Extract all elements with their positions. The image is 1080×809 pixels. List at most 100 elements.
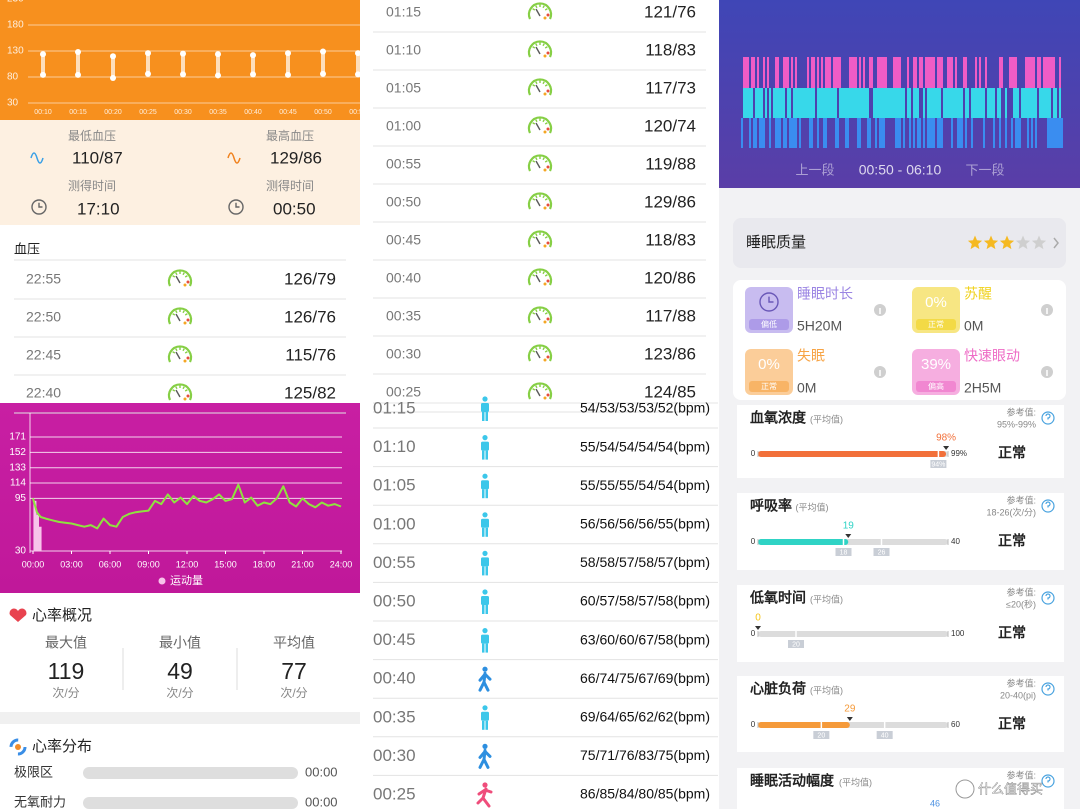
x-tick-label: 00:25 (139, 109, 157, 116)
section-title: 心率分布 (32, 738, 92, 755)
stage-stripe (845, 118, 847, 148)
stage-stripe (1043, 88, 1045, 118)
scale-min: 0 (751, 629, 756, 638)
ref-box (930, 460, 947, 468)
stage-stripe (753, 118, 755, 148)
leg (485, 566, 488, 576)
star (983, 235, 999, 250)
stage-stripe (937, 57, 939, 88)
ref-value: 94% (931, 461, 945, 468)
stage-stripe (1053, 57, 1055, 88)
stage-stripe (1009, 57, 1011, 88)
gauge-tick (532, 236, 536, 239)
head (482, 628, 488, 634)
gauge-needle (175, 351, 181, 360)
gauge-icon (167, 383, 193, 401)
metric-value: 19 (843, 521, 855, 532)
stat-label: 最大值 (45, 635, 87, 651)
stage-stripe (949, 57, 951, 88)
gauge-icon (527, 116, 553, 134)
stage-stripe (817, 118, 819, 148)
stage-stripe (835, 88, 837, 118)
row-time: 01:05 (373, 476, 416, 495)
metric-status: 正常 (998, 716, 1026, 732)
stage-stripe (999, 118, 1001, 148)
y-tick-label: 80 (7, 72, 19, 83)
stage-stripe (825, 88, 827, 118)
row-time: 01:10 (373, 437, 416, 456)
summary-value: 17:10 (77, 199, 120, 218)
help-icon (1041, 591, 1055, 605)
gauge-tick (535, 347, 538, 351)
y-tick-label: 230 (7, 0, 24, 5)
gauge-arc (527, 154, 553, 172)
star (967, 235, 983, 250)
head (482, 589, 488, 595)
row-value: 123/86 (644, 344, 696, 363)
stage-stripe (879, 118, 881, 148)
bp-summary-bg (0, 120, 360, 225)
gauge-arc (527, 344, 553, 362)
gauge-icon (527, 268, 553, 286)
stage-stripe (1025, 88, 1027, 118)
stage-stripe (929, 118, 931, 148)
stage-stripe (957, 118, 959, 148)
metric-status: 正常 (998, 625, 1026, 641)
ref-label: 参考值: (1006, 769, 1036, 780)
gauge-tick (172, 313, 176, 316)
metric-card (737, 676, 1064, 752)
row-time: 22:45 (26, 347, 61, 363)
gauge-icon (527, 344, 553, 362)
stage-stripe (975, 57, 977, 88)
stage-stripe (799, 118, 801, 148)
gauge-dot (546, 203, 550, 207)
stage-stripe (767, 57, 769, 88)
stage-stripe (759, 118, 761, 148)
stage-stripe (925, 57, 927, 88)
row-value: 63/60/60/67/58(bpm) (580, 631, 710, 647)
stage-stripe (751, 57, 753, 88)
stage-stripe (753, 57, 755, 88)
stage-stripe (979, 88, 981, 118)
gauge-dot (546, 51, 550, 55)
stage-stripe (945, 88, 947, 118)
stage-stripe (819, 88, 821, 118)
limbs (476, 787, 493, 808)
activity-icon (476, 782, 493, 808)
stat-strip (749, 381, 789, 392)
section-gap (0, 712, 360, 724)
scale-min: 0 (751, 537, 756, 546)
stage-stripe (865, 88, 867, 118)
stage-stripe (885, 57, 887, 88)
gauge-tick (535, 385, 538, 389)
stage-stripe (997, 88, 999, 118)
stage-stripe (825, 118, 827, 148)
gauge-icon (527, 230, 553, 248)
stat-value: 2H5M (964, 380, 1001, 396)
stage-stripe (775, 118, 777, 148)
stage-stripe (1005, 88, 1007, 118)
stage-stripe (917, 118, 919, 148)
gauge-dot (183, 283, 187, 287)
row-time: 00:55 (386, 156, 421, 172)
stat-unit: 次/分 (166, 686, 193, 700)
stage-stripe (1045, 57, 1047, 88)
gauge-tick (542, 309, 545, 313)
stage-stripe (881, 57, 883, 88)
stage-stripe (809, 88, 811, 118)
high-dot (285, 50, 291, 57)
stage-stripe (833, 57, 835, 88)
stage-stripe (851, 88, 853, 118)
gauge-tick (544, 312, 548, 315)
leg (485, 643, 488, 653)
legend-dot (158, 577, 166, 585)
stage-stripe (961, 88, 963, 118)
stage-stripe (983, 88, 985, 118)
leg (482, 412, 485, 421)
stage-stripe (769, 88, 771, 118)
row-value: 56/56/56/56/55(bpm) (580, 516, 710, 532)
stage-stripe (783, 118, 785, 148)
gauge-tick (175, 348, 178, 352)
leg (482, 566, 485, 576)
x-tick-label: 00:15 (69, 109, 87, 116)
